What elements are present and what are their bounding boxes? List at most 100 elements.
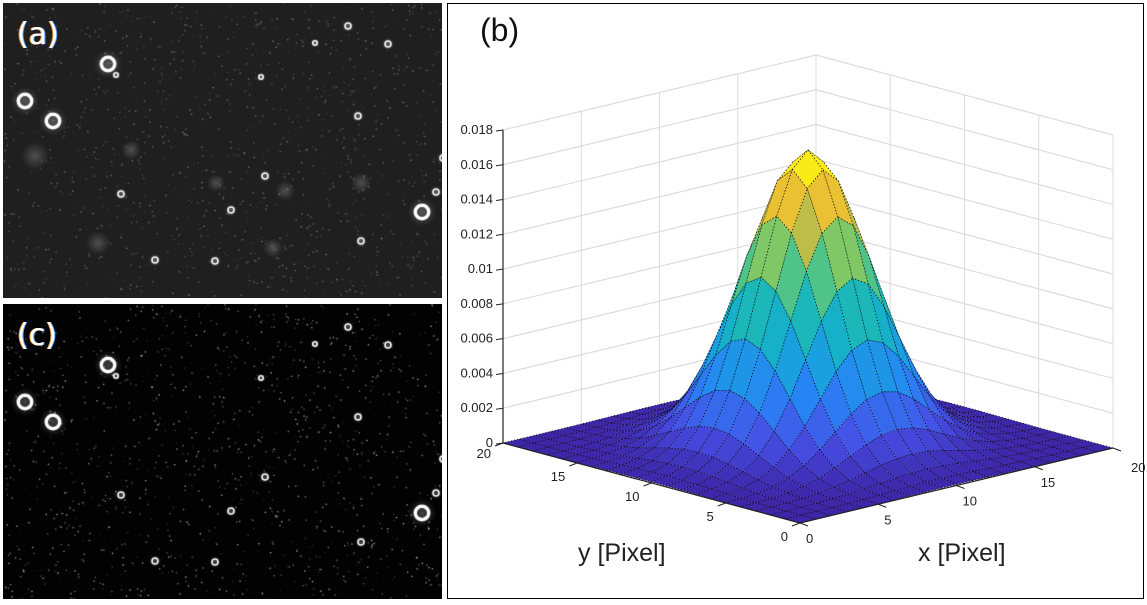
z-tick-mark [495, 407, 504, 410]
surface-patch [975, 432, 1007, 443]
surface-patch [831, 493, 865, 505]
surface-patch [911, 450, 944, 470]
z-tick-label: 0.012 [460, 226, 493, 241]
surface-patch [653, 407, 686, 437]
tick-labels: 0 0.002 0.004 0.006 0.008 0.01 0.012 0.014 0.016… [460, 122, 1145, 546]
surface-patch [992, 425, 1024, 434]
x-tick-mark [1112, 447, 1122, 452]
z-gridline [502, 54, 1114, 136]
surface-patch [711, 463, 744, 483]
surface-patch [786, 486, 820, 499]
surface-patch [789, 358, 821, 428]
surface-patch [940, 474, 974, 485]
surface-patch [894, 472, 928, 487]
surface-patch [627, 413, 659, 421]
surface-patch [785, 498, 819, 508]
surface-patch [564, 431, 596, 440]
surface-patch [684, 354, 717, 409]
surface-patch [642, 408, 674, 415]
surface-patch [822, 168, 855, 227]
surface-patch [800, 492, 835, 504]
z-tick-label: 0.002 [460, 400, 493, 415]
panel-label-a: (a) [17, 17, 59, 52]
filtered-image-canvas [3, 304, 442, 599]
x-tick-label: 10 [963, 494, 977, 509]
z-tick-mark [495, 233, 504, 236]
surface-patch [729, 338, 761, 400]
surface-patch [609, 429, 641, 440]
z-tick-label: 0.006 [460, 331, 493, 346]
surface-patch [518, 435, 550, 444]
x-tick-mark [878, 503, 887, 508]
surface-patch [882, 341, 915, 400]
surface-patch [820, 290, 853, 373]
surface-patch [565, 423, 597, 433]
raw-image-canvas [3, 3, 442, 298]
surface-patch [563, 446, 594, 456]
surface-patch [955, 470, 990, 482]
surface-patch [832, 480, 866, 495]
surface-patch [807, 149, 839, 182]
surface-patch [912, 397, 946, 435]
y-tick-label: 10 [625, 489, 639, 504]
surface-patch [851, 339, 883, 401]
surface-patch [754, 497, 789, 508]
surface-patch [972, 458, 1006, 469]
surface-patch [612, 411, 644, 420]
y-tick-mark [791, 522, 801, 527]
surface-patch [945, 412, 977, 434]
surface-patch [758, 370, 791, 433]
surface-mesh [502, 149, 1114, 524]
surface-patch [971, 467, 1006, 478]
surface-patch [549, 435, 580, 444]
y-tick-label: 15 [551, 469, 565, 484]
surface-patch [563, 438, 595, 448]
surface-patch [788, 425, 821, 467]
surface-patch [898, 356, 931, 411]
surface-patch [549, 427, 581, 436]
surface-patch [580, 426, 612, 436]
surface-patch [864, 464, 897, 485]
surface-patch [695, 476, 729, 490]
surface-patch [667, 448, 700, 468]
surface-patch [694, 488, 729, 499]
surface-patch [643, 403, 675, 411]
surface-patch [758, 430, 790, 469]
y-tick-mark [717, 502, 726, 507]
microscopy-image-raw: (a) [3, 3, 442, 298]
z-tick-label: 0.018 [460, 122, 493, 137]
surface-patch [610, 424, 642, 432]
surface-patch [533, 438, 565, 448]
surface-patch [972, 449, 1007, 460]
z-tick-mark [495, 199, 504, 202]
surface-patch [579, 434, 611, 443]
surface-patch [849, 444, 882, 474]
surface-patch [913, 376, 946, 421]
surface-patch [741, 479, 774, 494]
surface-patch [804, 398, 836, 451]
z-tick-label: 0.014 [460, 192, 493, 207]
x-tick-mark [956, 485, 965, 489]
surface-patch [700, 304, 732, 376]
microscopy-image-filtered: (c) [3, 304, 442, 599]
surface-patch [852, 225, 885, 307]
z-tick-mark [495, 303, 504, 306]
surface-patch [714, 282, 747, 357]
surface-patch [802, 477, 835, 494]
surface-patch [548, 442, 579, 452]
z-tick-mark [495, 338, 504, 341]
surface-patch [770, 492, 804, 504]
surface-patch [944, 419, 977, 442]
surface-patch [591, 444, 626, 454]
surface-patch [878, 477, 912, 492]
surface-patch [862, 483, 896, 496]
surface-patch [990, 440, 1022, 449]
surface-patch [744, 348, 776, 415]
x-tick-label: 20 [1131, 460, 1145, 475]
surface-patch [595, 422, 627, 431]
surface-patch [642, 409, 673, 421]
surface-patch [725, 487, 759, 499]
gaussian-surface-plot: 0 0.002 0.004 0.006 0.008 0.01 0.012 0.014 0.016… [447, 3, 1145, 599]
surface-patch [626, 416, 658, 426]
